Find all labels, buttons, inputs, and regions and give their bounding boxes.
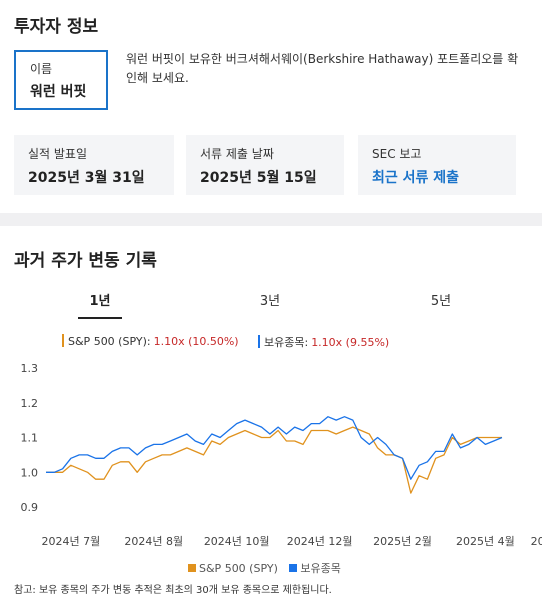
investor-name-box: 이름 워런 버핏 xyxy=(14,50,108,110)
series-line-holdings xyxy=(46,416,503,480)
x-tick-label: 2025년 2월 xyxy=(373,535,432,548)
filing-date-label: 서류 제출 날짜 xyxy=(200,147,274,161)
bottom-legend-holdings[interactable]: 보유종목 xyxy=(289,562,341,575)
x-tick-label: 2025년 4월 xyxy=(456,535,515,548)
sec-latest-filing-link[interactable]: 최근 서류 제출 xyxy=(372,170,460,186)
y-tick-label: 1.3 xyxy=(21,362,39,375)
sec-report-label: SEC 보고 xyxy=(372,147,422,161)
bottom-legend-spy-swatch xyxy=(188,564,196,572)
earnings-date-label: 실적 발표일 xyxy=(28,147,88,161)
tab-5y[interactable]: 5년 xyxy=(430,294,452,309)
section-title-history: 과거 주가 변동 기록 xyxy=(14,251,157,271)
legend-holdings-marker xyxy=(258,335,260,348)
investor-description: 워런 버핏이 보유한 버크셔해서웨이(Berkshire Hathaway) 포… xyxy=(126,52,519,85)
section-title-investor: 투자자 정보 xyxy=(14,17,99,37)
tab-1y[interactable]: 1년 xyxy=(89,294,111,309)
bottom-legend-spy-label: S&P 500 (SPY) xyxy=(199,562,278,575)
y-tick-label: 0.9 xyxy=(21,501,39,514)
legend-holdings-name: 보유종목: xyxy=(264,336,309,349)
bottom-legend-holdings-swatch xyxy=(289,564,298,572)
legend-spy-name: S&P 500 (SPY): xyxy=(68,335,151,348)
legend-spy-value: 1.10x (10.50%) xyxy=(153,335,239,348)
period-tabs: 1년 3년 5년 xyxy=(0,290,542,322)
footnote: 참고: 보유 종목의 주가 변동 추적은 최초의 30개 보유 종목으로 제한됩… xyxy=(14,585,332,596)
earnings-date-card: 실적 발표일 2025년 3월 31일 xyxy=(14,135,174,195)
x-tick-label: 2024년 7월 xyxy=(42,535,101,548)
chart-bottom-legend: S&P 500 (SPY) 보유종목 xyxy=(188,560,349,576)
bottom-legend-spy[interactable]: S&P 500 (SPY) xyxy=(188,562,278,575)
x-tick-label: 2024년 10월 xyxy=(204,535,270,548)
legend-spy-marker xyxy=(62,334,64,347)
series-line-spy xyxy=(46,426,502,494)
earnings-date-value: 2025년 3월 31일 xyxy=(28,170,145,186)
x-tick-label: 2024년 8월 xyxy=(124,535,183,548)
filing-date-value: 2025년 5월 15일 xyxy=(200,170,317,186)
x-tick-label: 2025년 6월 xyxy=(531,535,542,548)
y-tick-label: 1.0 xyxy=(21,466,39,479)
price-history-chart: 0.9 1.0 1.1 1.2 1.3 2024년 7월 2024년 8월 2024년 10월… xyxy=(21,362,542,548)
legend-holdings-summary: 보유종목: 1.10x (9.55%) xyxy=(258,334,389,350)
section-divider xyxy=(0,213,542,226)
bottom-legend-holdings-label: 보유종목 xyxy=(300,562,341,575)
legend-spy-summary: S&P 500 (SPY): 1.10x (10.50%) xyxy=(62,334,239,348)
y-tick-label: 1.2 xyxy=(21,397,39,410)
legend-holdings-value: 1.10x (9.55%) xyxy=(311,336,390,349)
name-value: 워런 버핏 xyxy=(30,84,87,100)
tab-3y[interactable]: 3년 xyxy=(259,294,281,309)
active-tab-indicator xyxy=(78,317,122,319)
x-tick-label: 2024년 12월 xyxy=(287,535,353,548)
y-tick-label: 1.1 xyxy=(21,432,39,445)
name-label: 이름 xyxy=(30,62,53,76)
filing-date-card: 서류 제출 날짜 2025년 5월 15일 xyxy=(186,135,344,195)
sec-report-card: SEC 보고 최근 서류 제출 xyxy=(358,135,516,195)
